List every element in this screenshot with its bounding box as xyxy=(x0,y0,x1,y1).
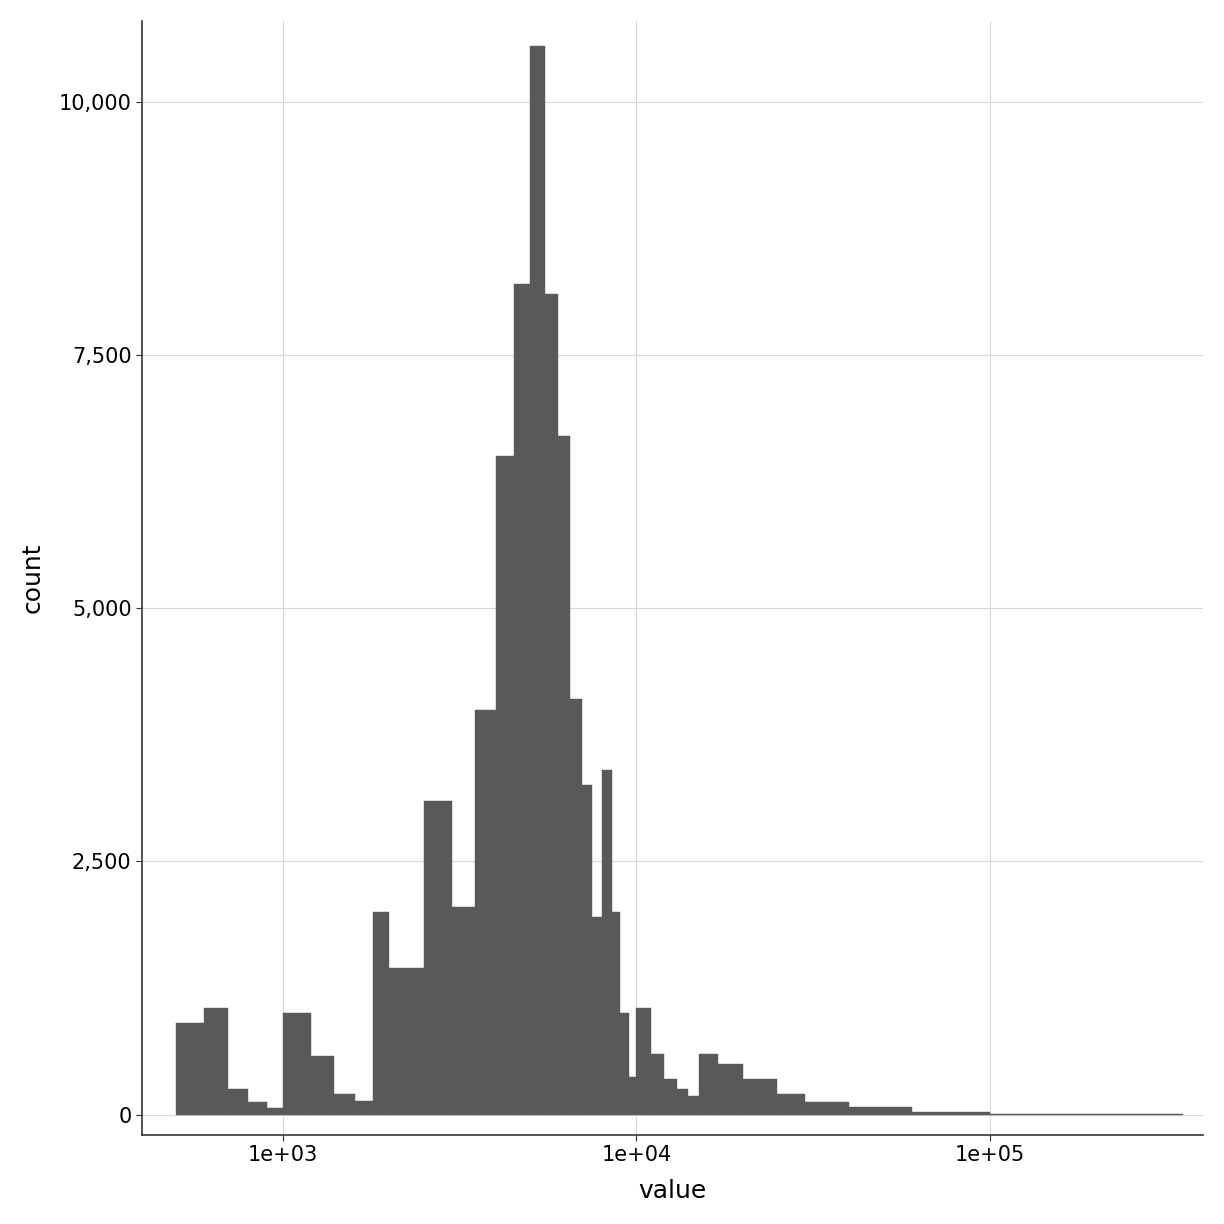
Bar xyxy=(612,912,621,1115)
Bar xyxy=(228,1089,248,1115)
Bar xyxy=(849,1106,912,1115)
Bar xyxy=(283,1013,311,1115)
Bar xyxy=(545,294,558,1115)
Bar xyxy=(496,457,514,1115)
Bar xyxy=(570,699,581,1115)
Bar xyxy=(267,1108,283,1115)
Bar xyxy=(452,907,475,1115)
Bar xyxy=(248,1103,267,1115)
Bar xyxy=(475,710,496,1115)
Bar xyxy=(204,1009,228,1115)
Bar xyxy=(514,284,530,1115)
Bar xyxy=(373,912,389,1115)
Bar xyxy=(334,1094,355,1115)
Bar xyxy=(688,1097,699,1115)
Bar xyxy=(665,1080,677,1115)
Bar xyxy=(699,1054,718,1115)
X-axis label: value: value xyxy=(639,1179,706,1203)
Bar xyxy=(389,968,424,1115)
Bar xyxy=(629,1077,636,1115)
Bar xyxy=(355,1102,373,1115)
Bar xyxy=(602,770,612,1115)
Bar xyxy=(651,1054,665,1115)
Bar xyxy=(743,1080,777,1115)
Bar xyxy=(621,1013,629,1115)
Bar xyxy=(581,786,592,1115)
Bar xyxy=(592,917,602,1115)
Bar xyxy=(530,47,545,1115)
Bar xyxy=(777,1094,805,1115)
Bar xyxy=(558,436,570,1115)
Y-axis label: count: count xyxy=(21,542,45,613)
Bar xyxy=(912,1111,990,1115)
Bar xyxy=(718,1064,743,1115)
Bar xyxy=(677,1089,688,1115)
Bar xyxy=(805,1103,849,1115)
Bar xyxy=(176,1023,204,1115)
Bar xyxy=(636,1009,651,1115)
Bar xyxy=(424,800,452,1115)
Bar xyxy=(311,1056,334,1115)
